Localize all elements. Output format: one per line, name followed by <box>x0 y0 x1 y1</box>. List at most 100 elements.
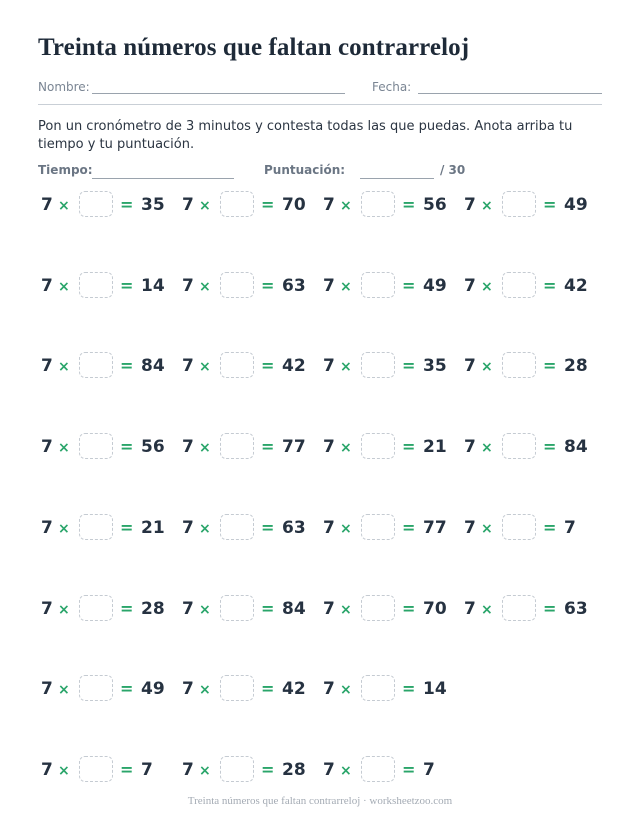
answer-box[interactable] <box>79 433 113 459</box>
times-sign: × <box>199 602 211 618</box>
factor: 7 <box>323 276 335 296</box>
equals-sign: = <box>402 437 416 456</box>
product: 21 <box>141 518 165 538</box>
equals-sign: = <box>120 356 134 375</box>
points-label: Puntuación: <box>264 163 346 177</box>
answer-box[interactable] <box>79 756 113 782</box>
equals-sign: = <box>261 437 275 456</box>
equals-sign: = <box>402 599 416 618</box>
equals-sign: = <box>402 760 416 779</box>
answer-box[interactable] <box>220 675 254 701</box>
product: 84 <box>564 437 588 457</box>
answer-box[interactable] <box>361 272 395 298</box>
product: 77 <box>423 518 447 538</box>
equals-sign: = <box>543 599 557 618</box>
times-sign: × <box>340 359 352 375</box>
equals-sign: = <box>402 276 416 295</box>
answer-box[interactable] <box>220 433 254 459</box>
times-sign: × <box>58 682 70 698</box>
times-sign: × <box>58 521 70 537</box>
equals-sign: = <box>402 195 416 214</box>
answer-box[interactable] <box>220 272 254 298</box>
equals-sign: = <box>120 195 134 214</box>
equals-sign: = <box>402 518 416 537</box>
equals-sign: = <box>402 679 416 698</box>
product: 7 <box>423 760 435 780</box>
answer-box[interactable] <box>361 514 395 540</box>
footer: Treinta números que faltan contrarreloj … <box>187 795 453 807</box>
answer-box[interactable] <box>361 352 395 378</box>
answer-box[interactable] <box>79 675 113 701</box>
date-field[interactable] <box>418 93 602 94</box>
times-sign: × <box>481 602 493 618</box>
factor: 7 <box>182 599 194 619</box>
product: 70 <box>423 599 447 619</box>
answer-box[interactable] <box>79 191 113 217</box>
times-sign: × <box>340 763 352 779</box>
factor: 7 <box>323 679 335 699</box>
times-sign: × <box>199 521 211 537</box>
answer-box[interactable] <box>220 595 254 621</box>
answer-box[interactable] <box>79 514 113 540</box>
factor: 7 <box>464 356 476 376</box>
answer-box[interactable] <box>361 191 395 217</box>
equals-sign: = <box>543 437 557 456</box>
answer-box[interactable] <box>220 514 254 540</box>
equals-sign: = <box>261 276 275 295</box>
equals-sign: = <box>261 599 275 618</box>
points-total: / 30 <box>440 163 466 177</box>
factor: 7 <box>41 276 53 296</box>
factor: 7 <box>182 195 194 215</box>
times-sign: × <box>58 602 70 618</box>
equals-sign: = <box>261 679 275 698</box>
equals-sign: = <box>261 518 275 537</box>
product: 42 <box>564 276 588 296</box>
factor: 7 <box>323 195 335 215</box>
answer-box[interactable] <box>79 595 113 621</box>
answer-box[interactable] <box>361 595 395 621</box>
name-label: Nombre: <box>38 80 90 94</box>
name-field[interactable] <box>92 93 345 94</box>
worksheet-title: Treinta números que faltan contrarreloj <box>38 34 470 61</box>
equals-sign: = <box>120 437 134 456</box>
factor: 7 <box>182 356 194 376</box>
times-sign: × <box>58 279 70 295</box>
points-field[interactable] <box>360 178 434 179</box>
factor: 7 <box>41 679 53 699</box>
answer-box[interactable] <box>220 191 254 217</box>
answer-box[interactable] <box>220 352 254 378</box>
factor: 7 <box>464 518 476 538</box>
answer-box[interactable] <box>79 352 113 378</box>
answer-box[interactable] <box>79 272 113 298</box>
answer-box[interactable] <box>361 433 395 459</box>
answer-box[interactable] <box>502 433 536 459</box>
times-sign: × <box>340 682 352 698</box>
answer-box[interactable] <box>502 595 536 621</box>
product: 28 <box>282 760 306 780</box>
product: 21 <box>423 437 447 457</box>
answer-box[interactable] <box>502 514 536 540</box>
answer-box[interactable] <box>502 191 536 217</box>
answer-box[interactable] <box>361 756 395 782</box>
equals-sign: = <box>120 760 134 779</box>
equals-sign: = <box>120 599 134 618</box>
times-sign: × <box>340 440 352 456</box>
product: 35 <box>423 356 447 376</box>
times-sign: × <box>481 521 493 537</box>
answer-box[interactable] <box>361 675 395 701</box>
product: 63 <box>282 276 306 296</box>
times-sign: × <box>340 521 352 537</box>
product: 49 <box>141 679 165 699</box>
times-sign: × <box>199 440 211 456</box>
product: 77 <box>282 437 306 457</box>
time-field[interactable] <box>92 178 234 179</box>
answer-box[interactable] <box>502 352 536 378</box>
times-sign: × <box>199 682 211 698</box>
product: 28 <box>564 356 588 376</box>
times-sign: × <box>481 359 493 375</box>
equals-sign: = <box>543 356 557 375</box>
factor: 7 <box>323 356 335 376</box>
answer-box[interactable] <box>502 272 536 298</box>
product: 14 <box>141 276 165 296</box>
answer-box[interactable] <box>220 756 254 782</box>
